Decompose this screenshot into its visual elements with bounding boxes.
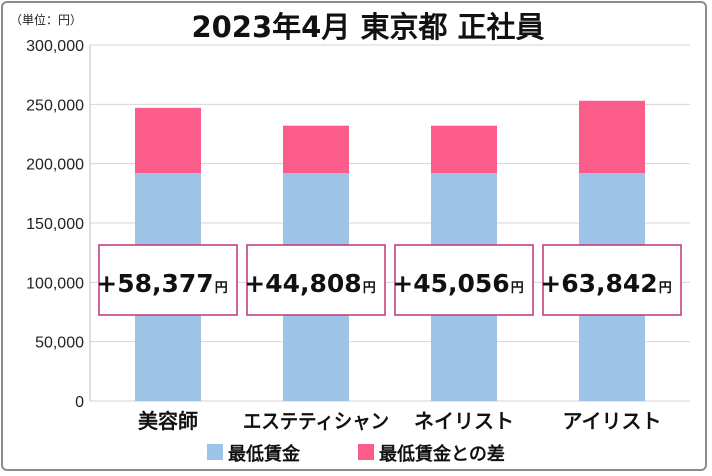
difference-unit: 円 (659, 281, 672, 296)
legend-label-minimum-wage: 最低賃金 (228, 443, 301, 465)
category-label: アイリスト (563, 409, 662, 433)
difference-label-box: +44,808円 (244, 244, 386, 316)
legend-swatch-minimum-wage (207, 444, 223, 460)
label-box-background (246, 244, 386, 316)
difference-label: +63,842円 (540, 269, 671, 298)
legend-swatch-difference (358, 444, 374, 460)
difference-label: +58,377円 (96, 269, 227, 298)
difference-value: +63,842 (540, 269, 657, 298)
legend: 最低賃金 最低賃金との差 (207, 443, 505, 465)
y-tick-label: 150,000 (26, 216, 84, 233)
y-tick-label: 0 (75, 394, 84, 411)
y-tick-label: 300,000 (26, 38, 84, 55)
difference-label-box: +58,377円 (96, 244, 238, 316)
chart-title: 2023年4月 東京都 正社員 (191, 10, 544, 44)
unit-label: （単位：円） (10, 12, 82, 27)
category-label: エステティシャン (243, 409, 389, 433)
label-box-background (542, 244, 682, 316)
label-box-background (98, 244, 238, 316)
category-label: ネイリスト (414, 409, 514, 433)
difference-label-box: +45,056円 (392, 244, 534, 316)
category-label: 美容師 (138, 409, 198, 433)
difference-unit: 円 (363, 281, 376, 296)
y-tick-label: 200,000 (26, 157, 84, 174)
bar-difference (431, 125, 497, 174)
label-box-background (394, 244, 534, 316)
y-tick-label: 250,000 (26, 97, 84, 114)
y-tick-label: 50,000 (35, 335, 84, 352)
legend-label-difference: 最低賃金との差 (379, 443, 505, 465)
bar-difference (579, 100, 645, 174)
difference-unit: 円 (511, 281, 524, 296)
difference-unit: 円 (215, 281, 228, 296)
category-labels: 美容師 エステティシャン ネイリスト アイリスト (138, 409, 662, 433)
y-tick-label: 100,000 (26, 275, 84, 292)
difference-value: +58,377 (96, 269, 213, 298)
bar-difference (135, 107, 201, 174)
difference-label-box: +63,842円 (540, 244, 682, 316)
difference-value: +44,808 (244, 269, 361, 298)
chart-frame (1, 1, 707, 471)
bar-difference (283, 125, 349, 174)
y-axis-ticks: 0 50,000 100,000 150,000 200,000 250,000 300,0… (26, 38, 84, 411)
difference-value: +45,056 (392, 269, 509, 298)
difference-labels: +58,377円 +44,808円 +45,056円 +63,842円 (96, 244, 682, 316)
difference-label: +44,808円 (244, 269, 375, 298)
difference-label: +45,056円 (392, 269, 523, 298)
